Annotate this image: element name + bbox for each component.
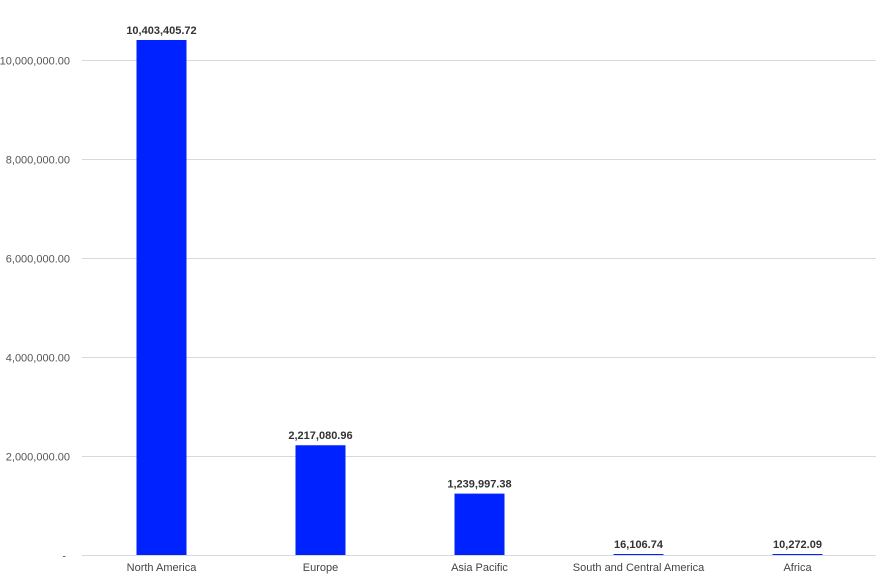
x-tick-label: North America	[127, 562, 198, 574]
bar	[772, 554, 823, 555]
y-tick-label: 10,000,000.00	[0, 56, 70, 68]
y-tick-label: 2,000,000.00	[6, 452, 70, 464]
y-tick-label: 4,000,000.00	[6, 353, 70, 365]
data-label: 10,272.09	[773, 539, 822, 551]
bar	[454, 493, 505, 555]
bar	[136, 40, 187, 555]
bar	[295, 445, 346, 555]
y-tick-label: 6,000,000.00	[6, 254, 70, 266]
data-labels: 10,403,405.72 2,217,080.96 1,239,997.38 16,…	[126, 25, 822, 551]
y-tick-label: -	[62, 551, 66, 563]
data-label: 10,403,405.72	[126, 25, 196, 37]
x-tick-label: South and Central America	[573, 562, 705, 574]
y-tick-label: 8,000,000.00	[6, 155, 70, 167]
x-tick-label: Asia Pacific	[451, 562, 508, 574]
y-axis-tick-labels: - 2,000,000.00 4,000,000.00 6,000,000.00 8,0…	[0, 56, 70, 563]
x-axis-tick-labels: North America Europe Asia Pacific South and…	[127, 562, 813, 574]
x-tick-label: Africa	[783, 562, 812, 574]
data-label: 2,217,080.96	[288, 430, 352, 442]
data-label: 16,106.74	[614, 539, 664, 551]
gridlines	[82, 60, 876, 556]
x-tick-label: Europe	[303, 562, 338, 574]
data-label: 1,239,997.38	[447, 479, 511, 491]
bars	[136, 40, 823, 555]
bar	[613, 554, 664, 555]
